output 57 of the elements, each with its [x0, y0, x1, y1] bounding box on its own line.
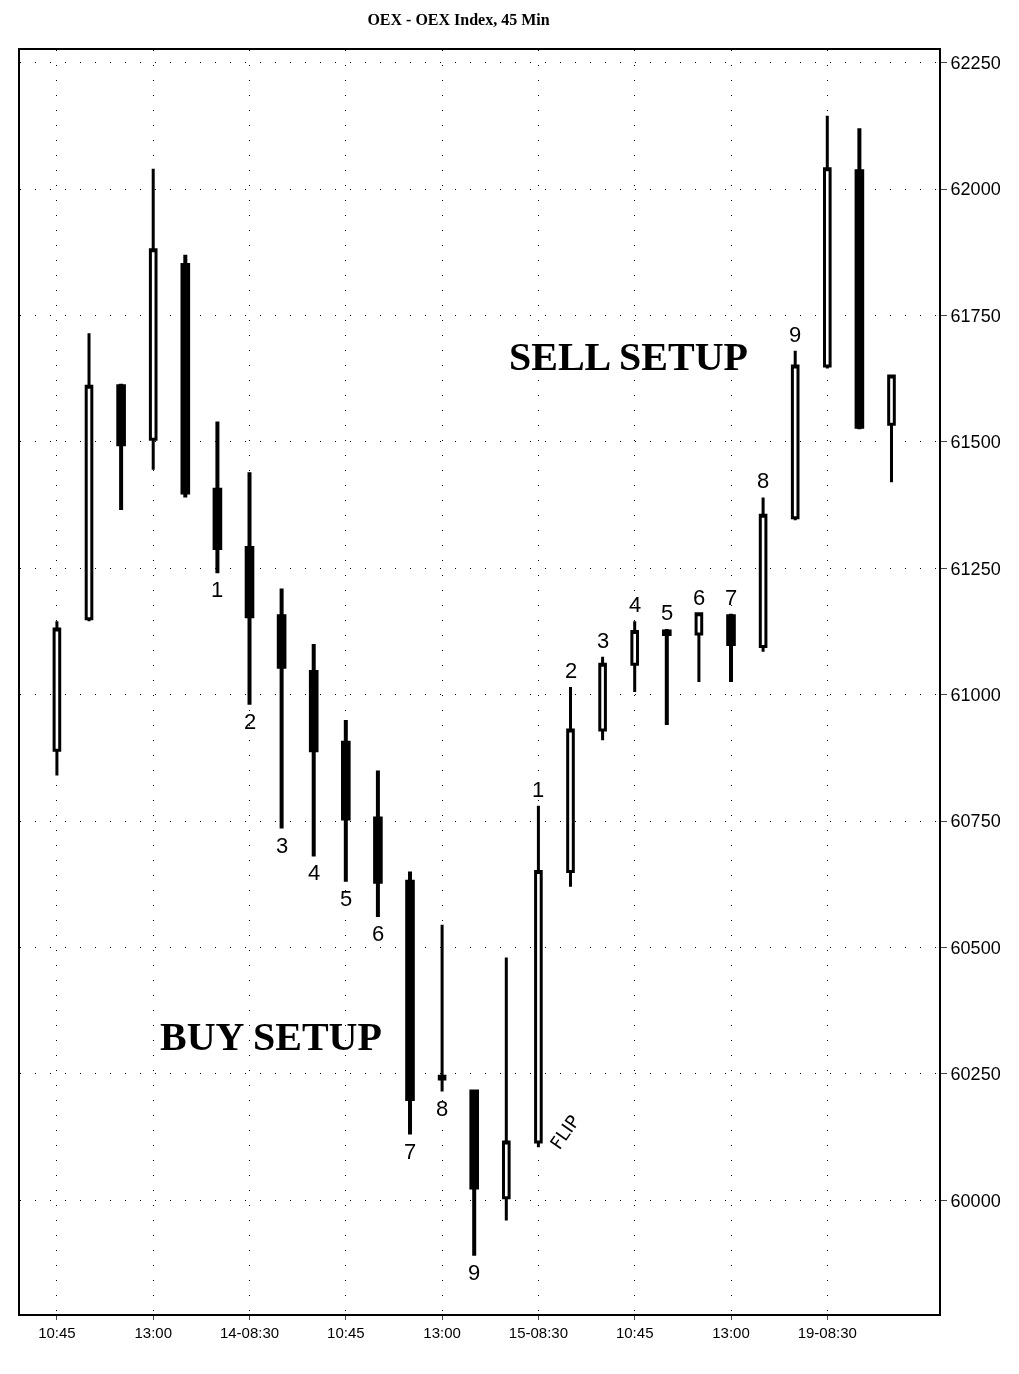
text: 8	[436, 1096, 449, 1121]
candlestick	[276, 588, 287, 829]
text: 6	[693, 585, 706, 610]
candlestick	[758, 497, 768, 652]
text: 2	[244, 709, 257, 734]
y-tick-label: 60000	[950, 1190, 1001, 1211]
y-tick-label: 61000	[950, 684, 1001, 705]
x-tick-label: 10:45	[38, 1324, 76, 1341]
annotation: BUY SETUP	[160, 1014, 382, 1059]
candlestick	[405, 871, 415, 1135]
text: 9	[468, 1260, 481, 1285]
annotation: SELL SETUP	[509, 334, 749, 379]
x-tick-label: 10:45	[615, 1324, 654, 1341]
y-tick-label: 61250	[950, 558, 1001, 579]
text: 5	[340, 886, 353, 911]
candlestick	[373, 770, 383, 918]
x-tick-label: 13:00	[423, 1324, 461, 1341]
text: 4	[629, 592, 642, 617]
text: 7	[725, 585, 738, 610]
x-tick-label: 15-08:30	[508, 1324, 569, 1341]
text: 5	[661, 600, 674, 625]
x-tick-label: 13:00	[712, 1324, 750, 1341]
candlestick	[212, 421, 223, 574]
y-tick-label: 60500	[950, 937, 1001, 958]
candlestick	[854, 128, 865, 430]
candlestick	[598, 656, 607, 741]
candlestick	[694, 612, 704, 682]
y-tick-label: 62000	[950, 179, 1001, 200]
candlestick	[84, 333, 94, 622]
text: 6	[372, 921, 385, 946]
candlestick	[661, 628, 672, 725]
y-tick-label: 62250	[950, 52, 1001, 73]
candlestick	[501, 957, 511, 1221]
y-tick-label: 60750	[950, 811, 1001, 832]
text: 1	[211, 577, 224, 602]
y-tick-label: 61500	[950, 432, 1001, 453]
x-tick-label: 19-08:30	[797, 1324, 857, 1341]
text: 4	[308, 860, 321, 885]
candlestick	[887, 374, 896, 483]
text: 9	[789, 322, 802, 347]
x-tick-label: 13:00	[134, 1324, 172, 1341]
text: 7	[404, 1139, 417, 1164]
text: 2	[565, 658, 578, 683]
y-tick-label: 61750	[950, 305, 1001, 326]
chart-title: OEX - OEX Index, 45 Min	[367, 10, 550, 28]
text: 8	[757, 468, 770, 493]
x-tick-label: 10:45	[327, 1324, 365, 1341]
candlestick	[822, 115, 832, 369]
candlestick	[534, 805, 543, 1148]
candlestick	[726, 613, 736, 682]
y-tick-label: 60250	[950, 1064, 1001, 1085]
candlestick	[116, 383, 126, 511]
candlestick	[180, 254, 191, 498]
text: 3	[276, 833, 289, 858]
x-tick-label: 14-08:30	[219, 1324, 280, 1341]
text: 1	[532, 777, 545, 802]
text: 3	[597, 628, 610, 653]
